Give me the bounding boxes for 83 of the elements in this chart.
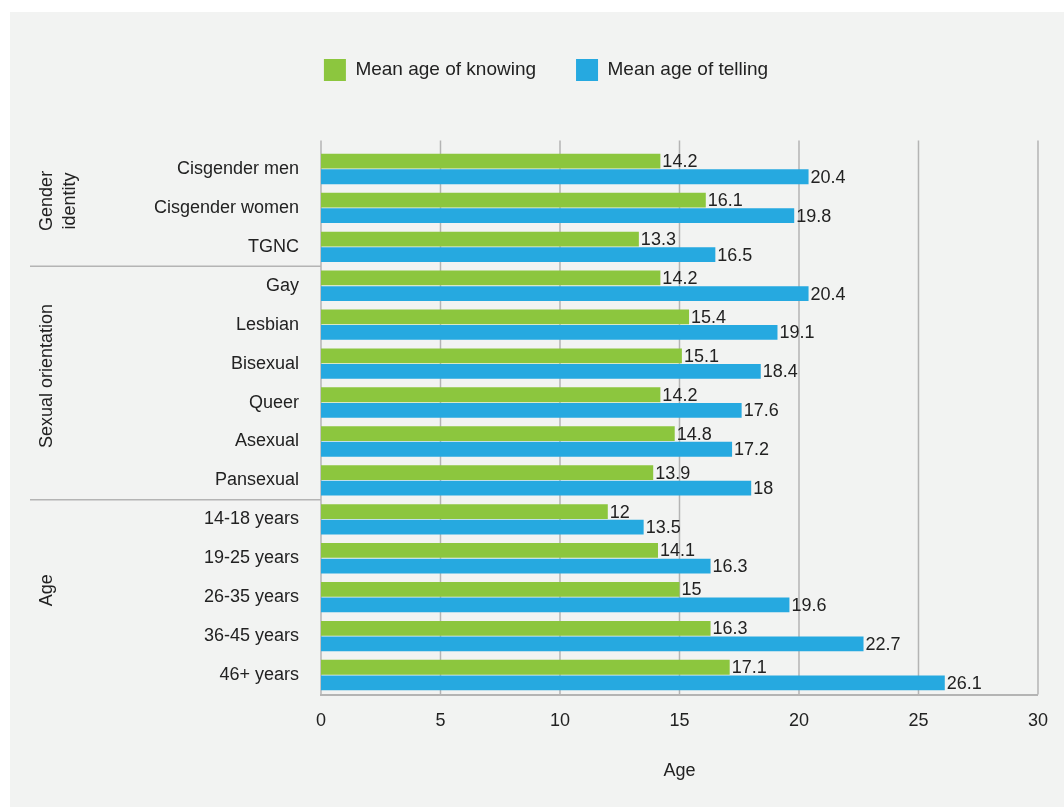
bar — [321, 659, 730, 675]
legend-label: Mean age of knowing — [355, 58, 537, 80]
x-tick-label: 25 — [908, 710, 929, 731]
bar — [321, 620, 711, 636]
bar — [321, 480, 752, 496]
data-label: 15 — [681, 579, 702, 600]
data-label: 14.1 — [659, 540, 696, 561]
bar — [321, 325, 778, 340]
y-tick-label: Bisexual — [230, 352, 299, 373]
bar — [321, 192, 706, 208]
bar — [321, 441, 733, 457]
text: Age — [35, 574, 56, 607]
bar — [321, 636, 864, 652]
y-tick-label: Queer — [248, 391, 299, 412]
bar — [321, 231, 639, 247]
data-label: 14.8 — [676, 423, 712, 444]
y-tick-label: Cisgender men — [176, 157, 299, 178]
bar — [321, 519, 644, 535]
data-label: 18 — [753, 478, 774, 499]
text: Sexual orientation — [35, 304, 56, 449]
bar — [321, 270, 661, 286]
bar — [321, 169, 809, 185]
bar — [321, 426, 675, 442]
x-tick-label: 0 — [315, 710, 327, 731]
y-tick-label: Pansexual — [214, 469, 299, 490]
x-tick-label: 5 — [435, 710, 446, 731]
bar — [321, 247, 716, 262]
y-tick-label: Lesbian — [235, 313, 299, 334]
data-label: 20.4 — [810, 283, 846, 304]
data-label: 12 — [609, 501, 630, 522]
data-label: 18.4 — [762, 361, 798, 382]
bar — [321, 543, 658, 558]
data-label: 15.4 — [691, 306, 727, 327]
bar — [321, 675, 945, 691]
bar — [321, 402, 742, 418]
data-label: 16.5 — [717, 244, 753, 265]
data-label: 13.3 — [640, 229, 676, 249]
x-tick-label: 15 — [669, 710, 690, 731]
y-tick-label: Gay — [265, 274, 299, 295]
y-tick-label: TGNC — [248, 235, 299, 256]
bar — [321, 387, 661, 403]
data-label: 20.4 — [810, 166, 846, 187]
data-label: 13.5 — [645, 517, 681, 538]
bar — [321, 286, 809, 301]
y-tick-label: 46+ years — [219, 664, 299, 684]
data-label: 19.1 — [779, 322, 815, 343]
data-label: 14.2 — [662, 151, 698, 172]
bar — [321, 153, 661, 169]
data-label: 13.9 — [655, 462, 691, 483]
x-tick-label: 20 — [788, 710, 810, 731]
x-tick-label: 10 — [549, 710, 571, 731]
bar — [321, 504, 608, 519]
text: Gender identity — [35, 170, 79, 231]
bar — [321, 309, 690, 325]
x-axis-title: Age — [663, 760, 696, 781]
data-label: 14.2 — [662, 267, 698, 288]
data-label: 16.1 — [707, 190, 743, 211]
data-label: 26.1 — [946, 672, 982, 693]
data-label: 22.7 — [865, 633, 901, 654]
y-tick-label: 19-25 years — [203, 547, 299, 568]
data-label: 17.1 — [731, 657, 767, 678]
data-label: 17.6 — [743, 400, 779, 421]
data-label: 17.2 — [734, 439, 770, 460]
x-tick-label: 30 — [1027, 710, 1048, 731]
bar — [321, 558, 711, 574]
bar — [321, 364, 761, 379]
bar — [321, 465, 654, 480]
bar — [321, 348, 682, 364]
y-tick-label: 26-35 years — [203, 586, 299, 607]
bar — [321, 582, 680, 597]
data-label: 19.8 — [796, 205, 832, 226]
data-label: 16.3 — [712, 556, 748, 576]
legend-label: Mean age of telling — [607, 58, 769, 80]
y-tick-label: 14-18 years — [203, 508, 299, 529]
data-label: 19.6 — [791, 594, 827, 615]
data-label: 16.3 — [712, 618, 748, 639]
data-label: 14.2 — [662, 384, 698, 405]
y-tick-label: 36-45 years — [203, 625, 299, 646]
y-tick-label: Cisgender women — [153, 196, 299, 217]
data-label: 15.1 — [683, 345, 719, 366]
bar — [321, 208, 795, 224]
bar — [321, 597, 790, 613]
y-tick-label: Asexual — [234, 430, 299, 451]
